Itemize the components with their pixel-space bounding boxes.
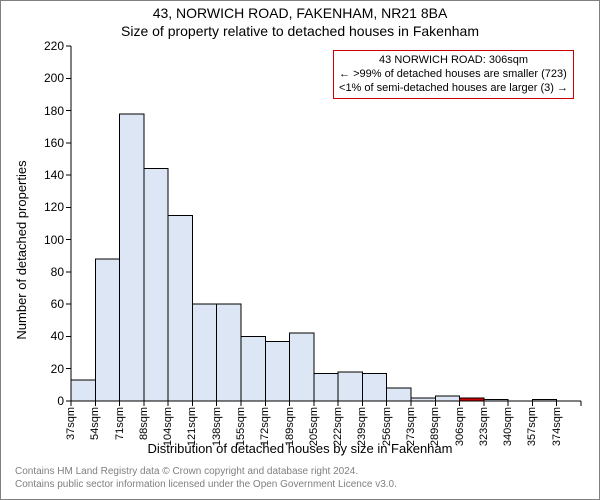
attribution-line-2: Contains public sector information licen… — [15, 479, 585, 492]
subject-annotation-box: 43 NORWICH ROAD: 306sqm ← >99% of detach… — [333, 50, 574, 99]
y-tick-label: 20 — [34, 362, 64, 376]
y-tick-label: 80 — [34, 265, 64, 279]
title-subtitle: Size of property relative to detached ho… — [1, 23, 599, 39]
figure-frame: { "titles": { "address": "43, NORWICH RO… — [0, 0, 600, 500]
y-tick-label: 0 — [34, 394, 64, 408]
y-tick-label: 120 — [34, 200, 64, 214]
y-tick-label: 180 — [34, 104, 64, 118]
x-axis-label: Distribution of detached houses by size … — [1, 441, 599, 456]
y-tick-label: 100 — [34, 233, 64, 247]
attribution-line-1: Contains HM Land Registry data © Crown c… — [15, 466, 585, 479]
annotation-line-2: ← >99% of detached houses are smaller (7… — [339, 68, 568, 82]
annotation-line-3: <1% of semi-detached houses are larger (… — [339, 82, 568, 96]
histogram-bar — [95, 259, 119, 401]
x-tick-label: 54sqm — [89, 407, 101, 440]
attribution-text: Contains HM Land Registry data © Crown c… — [15, 466, 585, 491]
x-tick-label: 71sqm — [114, 407, 126, 440]
title-address: 43, NORWICH ROAD, FAKENHAM, NR21 8BA — [1, 5, 599, 21]
histogram-bar — [168, 215, 192, 401]
y-tick-label: 140 — [34, 168, 64, 182]
y-tick-label: 220 — [34, 39, 64, 53]
annotation-line-1: 43 NORWICH ROAD: 306sqm — [339, 54, 568, 68]
histogram-bar — [265, 341, 289, 401]
histogram-bar — [362, 374, 386, 401]
y-tick-label: 40 — [34, 329, 64, 343]
y-tick-label: 160 — [34, 136, 64, 150]
histogram-bar — [338, 372, 362, 401]
histogram-bar — [217, 304, 241, 401]
y-tick-label: 200 — [34, 71, 64, 85]
histogram-bar — [192, 304, 216, 401]
histogram-bar — [314, 374, 338, 401]
histogram-plot — [71, 46, 581, 401]
x-tick-label: 37sqm — [65, 407, 77, 440]
histogram-bar — [290, 333, 314, 401]
x-tick-label: 88sqm — [138, 407, 150, 440]
histogram-bar — [120, 114, 144, 401]
histogram-bar — [71, 380, 95, 401]
histogram-bar — [241, 336, 265, 401]
histogram-bar — [435, 396, 459, 401]
y-tick-label: 60 — [34, 297, 64, 311]
histogram-bar — [144, 169, 168, 401]
histogram-bar — [387, 388, 411, 401]
